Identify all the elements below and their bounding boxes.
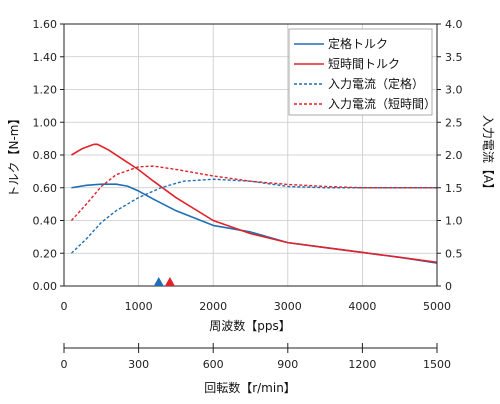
y2-tick-label: 1.0 bbox=[445, 215, 463, 228]
series-line-0 bbox=[71, 183, 438, 264]
x-tick-label: 4000 bbox=[348, 300, 376, 313]
red-triangle-marker bbox=[164, 277, 175, 286]
y-tick-label: 1.40 bbox=[33, 51, 58, 64]
series-line-3 bbox=[70, 165, 437, 221]
y-tick-label: 1.20 bbox=[33, 84, 58, 97]
x-axis-ticks: 0 1000 2000 3000 4000 5000 bbox=[61, 300, 452, 313]
legend-label-0: 定格トルク bbox=[328, 36, 388, 51]
series-line-2 bbox=[70, 178, 437, 254]
y-axis-label: トルク【N-m】 bbox=[7, 113, 21, 198]
y2-tick-label: 0.5 bbox=[445, 247, 463, 260]
rpm-tick-label: 1500 bbox=[423, 358, 451, 371]
blue-triangle-marker bbox=[153, 277, 164, 286]
rpm-tick-label: 900 bbox=[277, 358, 298, 371]
rpm-tick-label: 1200 bbox=[348, 358, 376, 371]
rpm-tick-label: 0 bbox=[61, 358, 68, 371]
legend-label-2: 入力電流（定格） bbox=[328, 76, 424, 91]
rpm-axis: 0 300 600 900 1200 1500 bbox=[61, 343, 451, 371]
x2-axis-label: 回転数【r/min】 bbox=[204, 380, 296, 395]
y2-tick-label: 1.5 bbox=[445, 182, 463, 195]
x-tick-label: 5000 bbox=[423, 300, 451, 313]
x-tick-label: 0 bbox=[61, 300, 68, 313]
x-axis-label: 周波数【pps】 bbox=[209, 318, 291, 333]
series-line-1 bbox=[71, 143, 438, 264]
y2-axis-ticks: 0 0.5 1.0 1.5 2.0 2.5 3.0 3.5 4.0 bbox=[437, 18, 463, 293]
legend-label-3: 入力電流（短時間） bbox=[328, 97, 436, 111]
y-axis-ticks: 0.00 0.20 0.40 0.60 0.80 1.00 1.20 1.40 1.60 bbox=[33, 18, 64, 293]
y2-tick-label: 3.5 bbox=[445, 51, 463, 64]
y-tick-label: 0.20 bbox=[33, 247, 58, 260]
x-tick-label: 1000 bbox=[125, 300, 153, 313]
y-tick-label: 1.00 bbox=[33, 116, 58, 129]
y-tick-label: 1.60 bbox=[33, 18, 58, 31]
legend-label-1: 短時間トルク bbox=[328, 57, 400, 71]
rpm-tick-label: 300 bbox=[128, 358, 149, 371]
x-tick-label: 3000 bbox=[274, 300, 302, 313]
rpm-tick-label: 600 bbox=[203, 358, 224, 371]
y2-tick-label: 2.0 bbox=[445, 149, 463, 162]
y-tick-label: 0.40 bbox=[33, 215, 58, 228]
y-tick-label: 0.60 bbox=[33, 182, 58, 195]
frequency-markers bbox=[153, 277, 175, 286]
y-tick-label: 0.80 bbox=[33, 149, 58, 162]
y-tick-label: 0.00 bbox=[33, 280, 58, 293]
x-tick-label: 2000 bbox=[199, 300, 227, 313]
y2-tick-label: 0 bbox=[445, 280, 452, 293]
y2-tick-label: 2.5 bbox=[445, 116, 463, 129]
y2-tick-label: 4.0 bbox=[445, 18, 463, 31]
series-lines bbox=[70, 143, 438, 264]
y2-tick-label: 3.0 bbox=[445, 84, 463, 97]
y2-axis-label: 入力電流【A】 bbox=[481, 115, 495, 195]
